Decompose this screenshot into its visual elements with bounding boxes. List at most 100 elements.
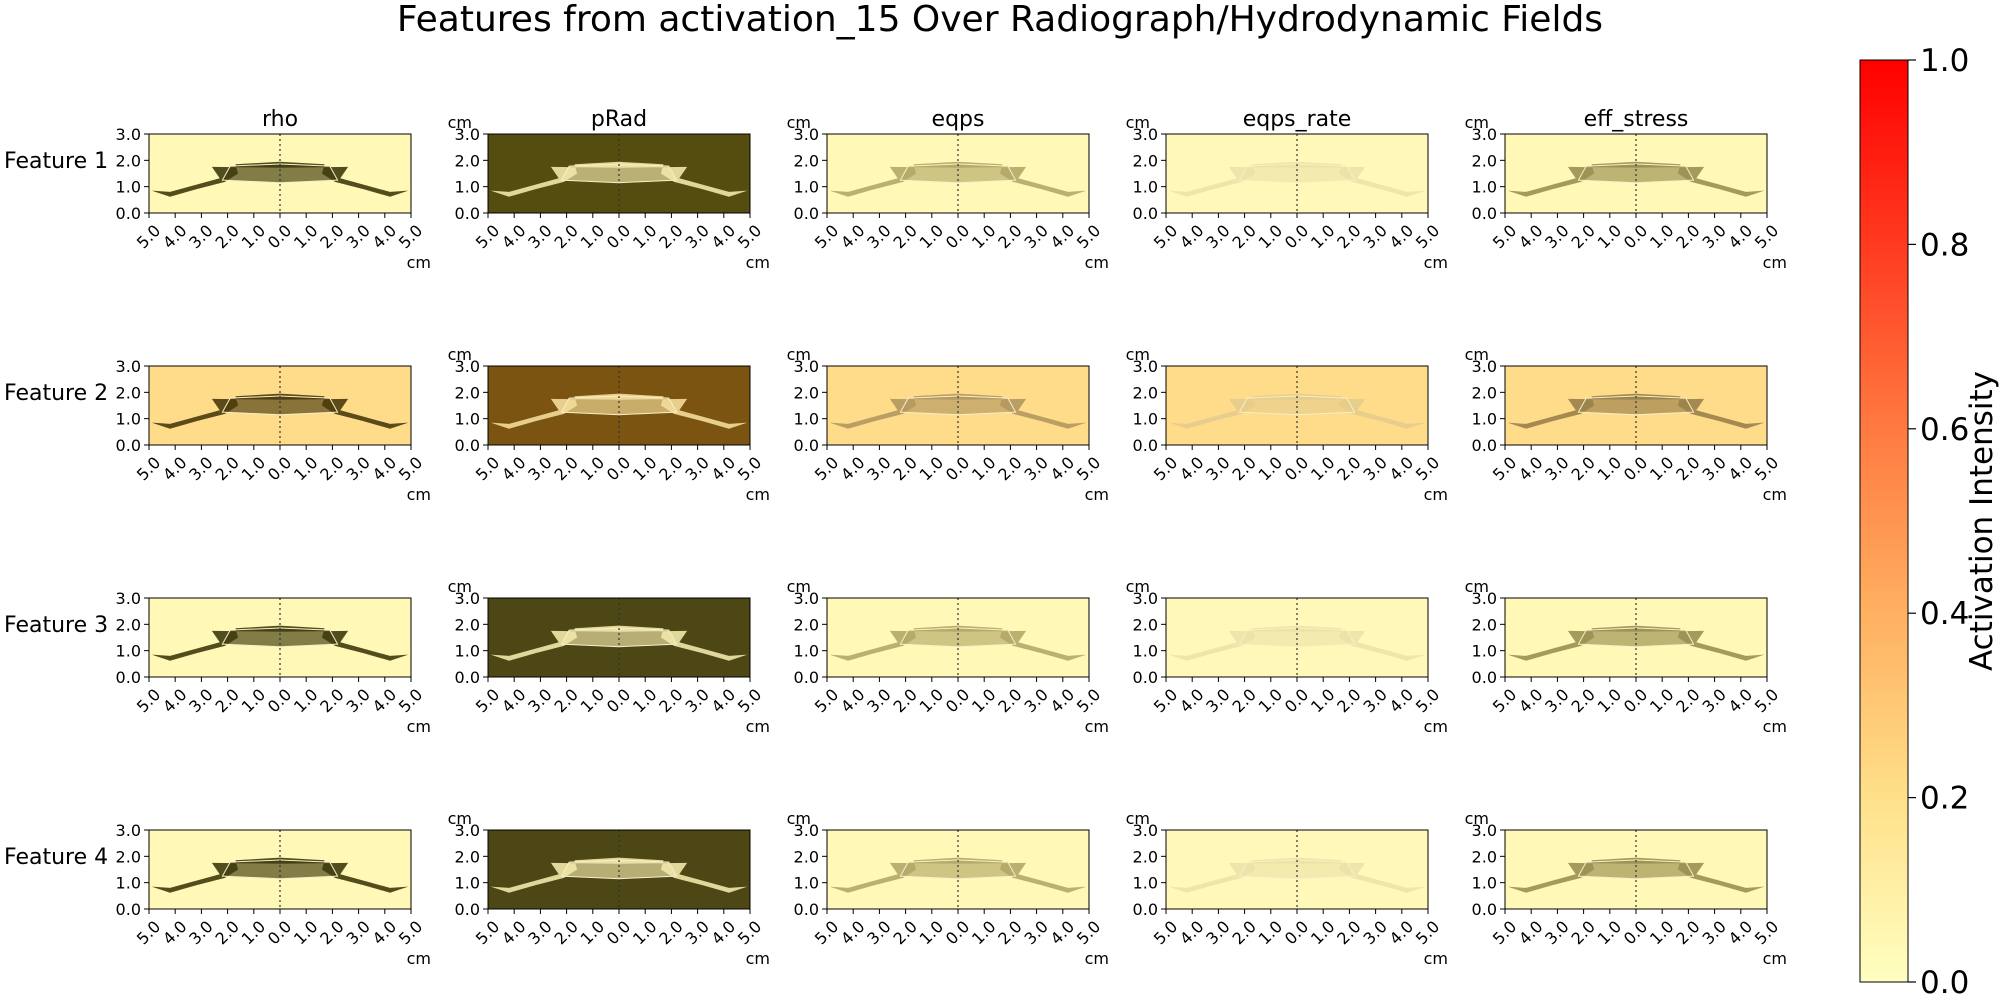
- x-tick-label: 0.0: [942, 685, 973, 716]
- x-tick-label: 5.0: [734, 685, 765, 716]
- y-tick-label: 2.0: [1472, 383, 1497, 402]
- x-tick-label: 2.0: [550, 221, 581, 252]
- body-shape: [1168, 625, 1426, 661]
- body-plate: [560, 627, 678, 648]
- y-tick-label: 0.0: [455, 900, 480, 919]
- y-tick-label: 0.0: [116, 900, 141, 919]
- y-tick-label: 3.0: [455, 125, 480, 144]
- body-plate: [560, 163, 678, 184]
- x-tick-label: 5.0: [811, 685, 842, 716]
- y-tick-label: 0.0: [1133, 900, 1158, 919]
- colorbar: 0.0 0.2 0.4 0.6 0.8 1.0 Activation Intensity: [1859, 43, 2000, 1000]
- y-tick-label: 2.0: [116, 383, 141, 402]
- x-tick-label: 3.0: [1359, 917, 1390, 948]
- x-tick-label: 2.0: [1228, 685, 1259, 716]
- y-tick-label: 3.0: [1133, 125, 1158, 144]
- x-tick-label: 3.0: [863, 685, 894, 716]
- y-tick-label: 1.0: [455, 178, 480, 197]
- x-tick-label: 4.0: [1176, 221, 1207, 252]
- x-tick-label: 0.0: [603, 685, 634, 716]
- body-shape: [829, 857, 1087, 893]
- y-unit-label: cm: [448, 345, 472, 364]
- x-tick-label: 0.0: [264, 453, 295, 484]
- y-tick-label: 0.0: [794, 436, 819, 455]
- x-tick-label: 0.0: [1620, 917, 1651, 948]
- panel: cm0.01.02.03.05.04.03.02.01.00.01.02.03.…: [787, 345, 1109, 504]
- x-tick-label: 3.0: [524, 917, 555, 948]
- y-unit-label: cm: [1126, 809, 1150, 828]
- y-tick-label: 0.0: [116, 204, 141, 223]
- body-shape: [829, 393, 1087, 429]
- body-shape: [1168, 161, 1426, 197]
- y-unit-label: cm: [1126, 577, 1150, 596]
- x-tick-label: 3.0: [1698, 917, 1729, 948]
- x-tick-label: 3.0: [681, 685, 712, 716]
- x-tick-label: 0.0: [603, 917, 634, 948]
- y-tick-label: 2.0: [1472, 151, 1497, 170]
- x-tick-label: 5.0: [734, 221, 765, 252]
- x-tick-label: 3.0: [185, 221, 216, 252]
- x-tick-label: 3.0: [1541, 221, 1572, 252]
- y-unit-label: cm: [1465, 113, 1489, 132]
- x-tick-label: 1.0: [238, 917, 269, 948]
- x-tick-label: 5.0: [472, 221, 503, 252]
- panel-grid: Feature 1rho0.01.02.03.05.04.03.02.01.00…: [4, 107, 1787, 968]
- body-plate: [221, 859, 339, 880]
- y-tick-label: 0.0: [1133, 668, 1158, 687]
- y-tick-label: 2.0: [794, 847, 819, 866]
- x-tick-label: 1.0: [1646, 221, 1677, 252]
- x-tick-label: 3.0: [1202, 453, 1233, 484]
- body-plate: [560, 395, 678, 416]
- x-tick-label: 2.0: [550, 917, 581, 948]
- body-shape: [490, 857, 748, 893]
- x-tick-label: 5.0: [472, 917, 503, 948]
- y-tick-label: 3.0: [116, 125, 141, 144]
- x-tick-label: 1.0: [238, 685, 269, 716]
- x-tick-label: 3.0: [863, 221, 894, 252]
- panel: cm0.01.02.03.05.04.03.02.01.00.01.02.03.…: [787, 577, 1109, 736]
- x-tick-label: 2.0: [1228, 221, 1259, 252]
- x-tick-label: 4.0: [498, 685, 529, 716]
- body-plate: [899, 859, 1017, 880]
- x-tick-label: 3.0: [342, 917, 373, 948]
- body-shape: [490, 625, 748, 661]
- y-tick-label: 1.0: [1472, 178, 1497, 197]
- y-unit-label: cm: [448, 809, 472, 828]
- x-tick-label: 2.0: [994, 221, 1025, 252]
- y-tick-label: 3.0: [1133, 357, 1158, 376]
- body-plate: [899, 395, 1017, 416]
- x-tick-label: 3.0: [681, 917, 712, 948]
- panel: pRadcm0.01.02.03.05.04.03.02.01.00.01.02…: [448, 107, 770, 272]
- x-tick-label: 4.0: [1047, 453, 1078, 484]
- y-tick-label: 0.0: [794, 668, 819, 687]
- colorbar-tick-label: 0.8: [1920, 227, 1969, 263]
- x-unit-label: cm: [407, 253, 431, 272]
- row-label: Feature 3: [4, 613, 108, 638]
- y-tick-label: 1.0: [1133, 642, 1158, 661]
- x-tick-label: 3.0: [863, 917, 894, 948]
- y-tick-label: 1.0: [1133, 410, 1158, 429]
- y-tick-label: 2.0: [116, 847, 141, 866]
- x-tick-label: 4.0: [498, 221, 529, 252]
- y-tick-label: 0.0: [1472, 668, 1497, 687]
- x-tick-label: 1.0: [1307, 221, 1338, 252]
- y-unit-label: cm: [1465, 809, 1489, 828]
- y-tick-label: 0.0: [1472, 436, 1497, 455]
- y-tick-label: 3.0: [455, 357, 480, 376]
- x-tick-label: 4.0: [369, 685, 400, 716]
- row-label: Feature 1: [4, 149, 108, 174]
- x-tick-label: 4.0: [837, 917, 868, 948]
- x-tick-label: 5.0: [1150, 221, 1181, 252]
- y-tick-label: 2.0: [1133, 847, 1158, 866]
- x-tick-label: 3.0: [185, 917, 216, 948]
- colorbar-tick-label: 0.0: [1920, 965, 1969, 1000]
- y-tick-label: 0.0: [794, 900, 819, 919]
- x-tick-label: 2.0: [655, 917, 686, 948]
- x-tick-label: 2.0: [316, 453, 347, 484]
- y-tick-label: 2.0: [1133, 383, 1158, 402]
- x-tick-label: 3.0: [185, 453, 216, 484]
- x-tick-label: 1.0: [577, 221, 608, 252]
- x-unit-label: cm: [407, 485, 431, 504]
- x-tick-label: 0.0: [1620, 453, 1651, 484]
- row-label: Feature 4: [4, 845, 108, 870]
